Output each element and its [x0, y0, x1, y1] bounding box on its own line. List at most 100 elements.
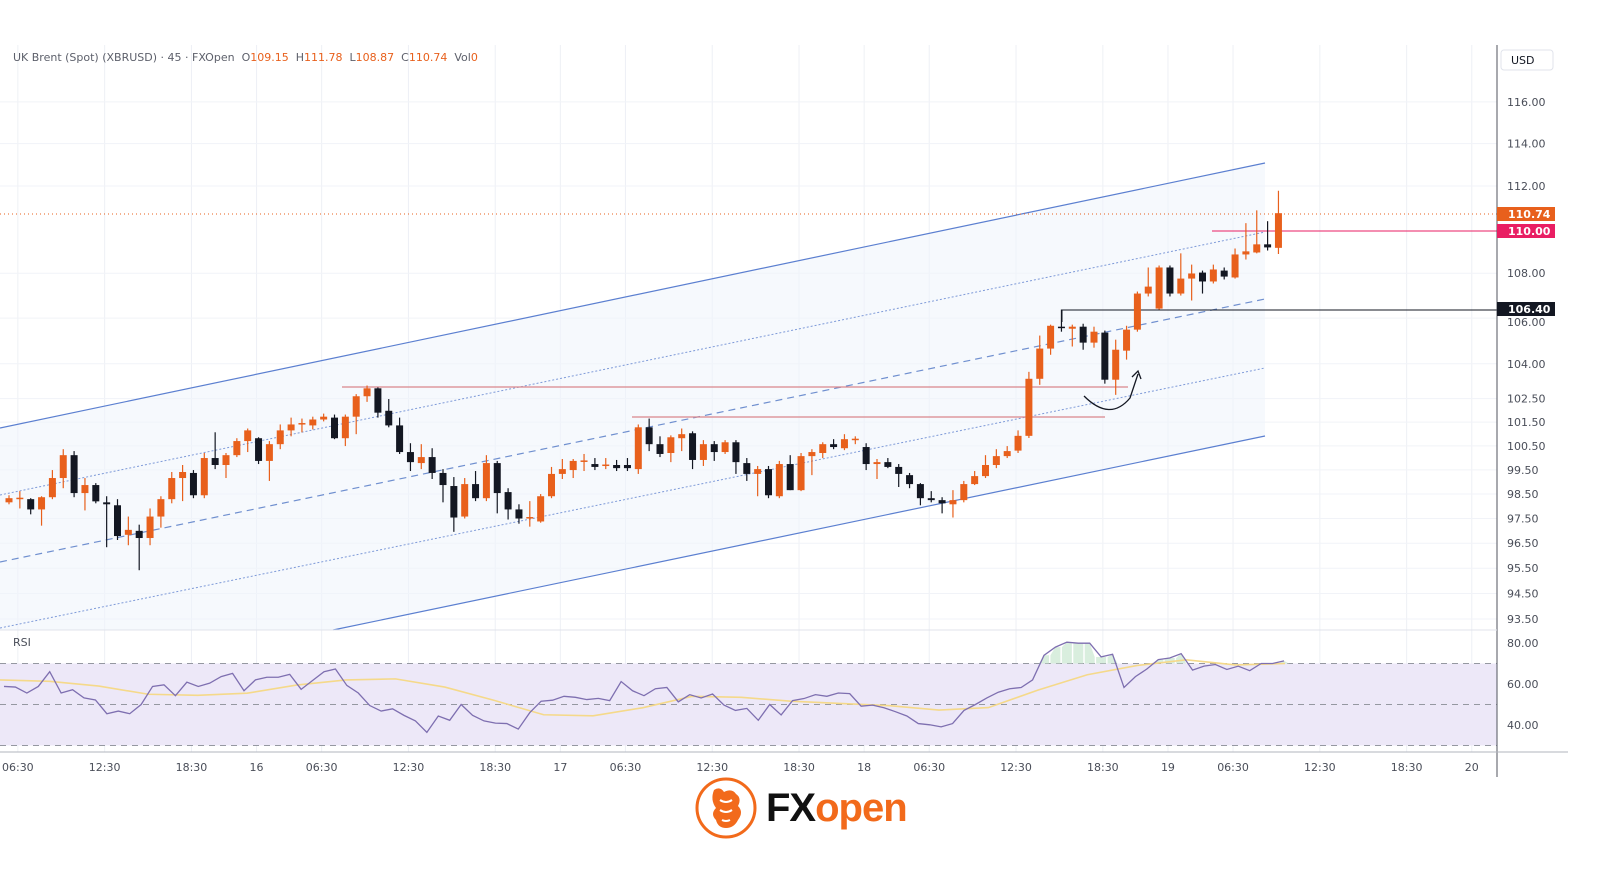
- candle-body: [27, 499, 35, 510]
- candle: [634, 424, 642, 474]
- x-tick-label: 18:30: [479, 761, 511, 774]
- candle: [146, 508, 154, 546]
- reversal-arrow: [1083, 373, 1139, 411]
- candle: [396, 417, 404, 454]
- symbol-title: UK Brent (Spot) (XBRUSD) · 45 · FXOpen: [13, 51, 235, 64]
- candle-body: [1209, 269, 1217, 282]
- currency-badge: [1500, 49, 1554, 71]
- volume-label: Vol: [454, 51, 471, 64]
- candle: [1079, 323, 1087, 350]
- candle: [276, 424, 284, 450]
- candle-body: [862, 447, 870, 465]
- candle: [840, 434, 848, 451]
- candle-body: [1264, 244, 1272, 248]
- candle-body: [786, 464, 794, 491]
- rsi-tick-label: 40.00: [1507, 719, 1539, 732]
- candle: [786, 455, 794, 491]
- candle-body: [135, 530, 143, 539]
- price-label-value: 106.40: [1508, 303, 1551, 316]
- candle-body: [678, 434, 686, 439]
- candle: [1144, 267, 1152, 297]
- candle: [450, 477, 458, 532]
- x-tick-label: 16: [250, 761, 264, 774]
- close-label: C: [401, 51, 409, 64]
- rsi-tick-label: 60.00: [1507, 678, 1539, 691]
- low-value: 108.87: [355, 51, 395, 64]
- x-tick-label: 12:30: [1304, 761, 1336, 774]
- candle-body: [298, 423, 306, 425]
- candle-body: [591, 464, 599, 467]
- fxopen-logo: FXopen: [694, 776, 908, 840]
- candle: [1209, 264, 1217, 284]
- candle: [656, 436, 664, 458]
- candle: [916, 483, 924, 506]
- price-tick-label: 101.50: [1507, 416, 1546, 429]
- candle: [754, 465, 762, 497]
- candle: [363, 385, 371, 402]
- close-value: 110.74: [408, 51, 448, 64]
- candle-body: [927, 498, 935, 501]
- candle: [906, 472, 914, 489]
- candle-body: [16, 497, 24, 500]
- logo-open-text: open: [815, 785, 908, 830]
- rsi-overbought-fill: [1039, 642, 1289, 664]
- candle: [623, 458, 631, 472]
- chart-canvas[interactable]: RSI 06:30 12:30 18:30 16 06:30 12:30 18:30 17 06…: [0, 0, 1600, 780]
- x-tick-label: 12:30: [696, 761, 728, 774]
- candle-body: [1090, 331, 1098, 343]
- candle-body: [710, 444, 718, 453]
- candle: [482, 455, 490, 502]
- candle-body: [548, 473, 555, 497]
- candle-body: [699, 444, 707, 460]
- candle-body: [971, 476, 979, 485]
- candle-body: [949, 500, 957, 505]
- currency-label: USD: [1511, 54, 1535, 67]
- candle: [157, 496, 165, 528]
- candle: [255, 437, 263, 465]
- candle-body: [1101, 332, 1109, 380]
- x-tick-label: 18:30: [176, 761, 208, 774]
- candle: [1166, 265, 1174, 297]
- candle-body: [1133, 293, 1141, 330]
- price-tick-label: 102.50: [1507, 393, 1546, 406]
- candle-body: [5, 498, 13, 503]
- candle: [48, 470, 56, 500]
- candle: [797, 453, 805, 492]
- candle: [699, 440, 707, 466]
- arrow-head-icon: [1131, 369, 1142, 380]
- candle-body: [819, 444, 827, 454]
- candle-body: [558, 469, 566, 474]
- candle: [320, 413, 328, 422]
- low-label: L: [349, 51, 356, 64]
- x-tick-label: 20: [1465, 761, 1479, 774]
- candle: [1177, 253, 1185, 296]
- candle: [222, 453, 230, 479]
- candle-body: [70, 455, 78, 494]
- candle-body: [1177, 278, 1185, 294]
- candle: [884, 458, 892, 469]
- bull-head-icon: [695, 777, 757, 839]
- candle-body: [103, 502, 111, 505]
- candle-body: [341, 416, 349, 439]
- x-tick-label: 06:30: [913, 761, 945, 774]
- candle-body: [526, 517, 534, 519]
- candle: [830, 439, 838, 450]
- candle: [537, 494, 545, 523]
- candle-body: [320, 416, 328, 420]
- price-label-badge: [1497, 207, 1555, 221]
- candle: [298, 418, 306, 433]
- candle: [1133, 291, 1141, 332]
- candle: [504, 488, 512, 520]
- candle-body: [1144, 286, 1152, 294]
- candle: [862, 443, 870, 471]
- candle: [1264, 221, 1272, 251]
- candle-body: [775, 464, 783, 497]
- price-label-value: 110.74: [1508, 208, 1551, 221]
- x-tick-label: 18:30: [1391, 761, 1423, 774]
- high-label: H: [295, 51, 305, 64]
- candle-body: [840, 439, 848, 449]
- candle: [971, 471, 979, 486]
- candle: [808, 449, 816, 476]
- candle-body: [754, 469, 762, 474]
- candle: [27, 498, 35, 515]
